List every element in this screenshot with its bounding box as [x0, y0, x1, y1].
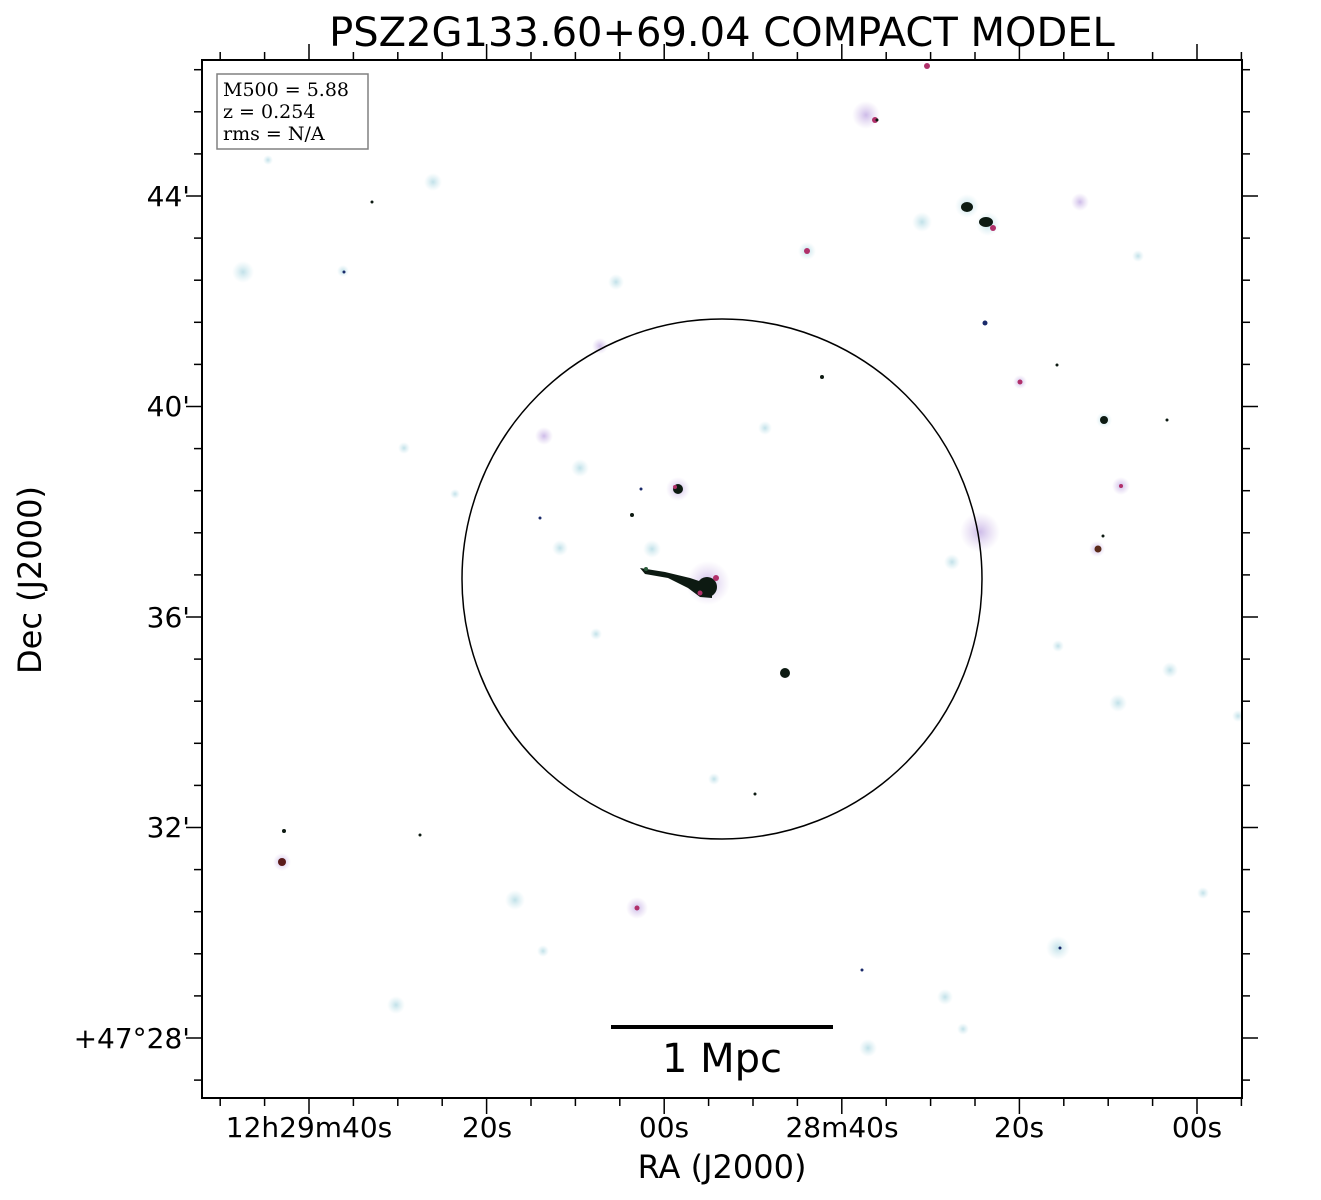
y-tick-label: 40' [147, 390, 190, 423]
info-mass: M500 = 5.88 [223, 79, 349, 101]
x-tick-label: 20s [994, 1111, 1044, 1144]
x-axis-label: RA (J2000) [638, 1148, 807, 1186]
image-area [202, 60, 1242, 1098]
source-halos [232, 101, 1242, 1057]
scale-bar-label: 1 Mpc [662, 1036, 782, 1082]
y-axis-label: Dec (J2000) [11, 486, 49, 674]
source-cores [278, 63, 1169, 972]
y-tick-label: 36' [147, 601, 190, 634]
y-tick-label: +47°28' [74, 1022, 190, 1055]
central-tailed-source [640, 567, 719, 598]
x-tick-label: 12h29m40s [226, 1111, 393, 1144]
info-rms: rms = N/A [223, 123, 325, 145]
y-tick-label: 32' [147, 811, 190, 844]
figure-title: PSZ2G133.60+69.04 COMPACT MODEL [329, 10, 1115, 56]
y-tick-labels: 44' 40' 36' 32' +47°28' [74, 180, 190, 1055]
x-tick-label: 00s [639, 1111, 689, 1144]
scale-bar: 1 Mpc [611, 1025, 833, 1082]
axis-ticks [186, 44, 1258, 1114]
plot-frame [201, 59, 1243, 1099]
cluster-aperture-circle [461, 318, 983, 840]
x-tick-labels: 12h29m40s 20s 00s 28m40s 20s 00s [226, 1111, 1222, 1144]
x-tick-label: 20s [462, 1111, 512, 1144]
x-tick-label: 00s [1172, 1111, 1222, 1144]
x-tick-label: 28m40s [785, 1111, 898, 1144]
info-redshift: z = 0.254 [223, 101, 315, 123]
y-tick-label: 44' [147, 180, 190, 213]
info-box: M500 = 5.88 z = 0.254 rms = N/A [216, 73, 369, 150]
